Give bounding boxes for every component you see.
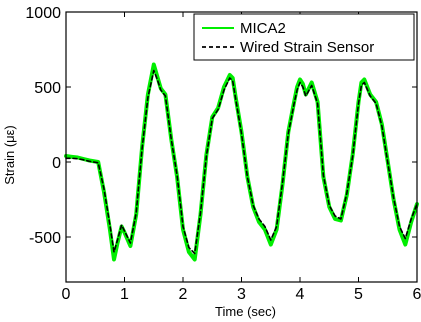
x-tick-label: 2	[179, 286, 188, 303]
y-tick-label: 1000	[25, 5, 61, 22]
x-tick-label: 4	[296, 286, 305, 303]
series-layer	[64, 62, 419, 262]
legend-label-wired-strain-sensor: Wired Strain Sensor	[240, 39, 374, 56]
x-axis-label: Time (sec)	[215, 304, 276, 319]
series-line-wired-strain-sensor	[65, 69, 418, 255]
x-tick-label: 6	[413, 286, 421, 303]
series-line-mica2	[64, 62, 419, 262]
legend: MICA2 Wired Strain Sensor	[193, 13, 415, 61]
y-axis-label: Strain (με)	[2, 125, 17, 185]
y-tick-label: 0	[52, 155, 61, 172]
legend-box	[193, 13, 415, 61]
x-tick-label: 3	[237, 286, 246, 303]
y-tick-label: 500	[34, 80, 61, 97]
legend-label-mica2: MICA2	[240, 20, 286, 37]
x-tick-label: 1	[120, 286, 129, 303]
x-tick-label: 0	[62, 286, 71, 303]
x-tick-label: 5	[354, 286, 363, 303]
y-tick-label: -500	[29, 230, 61, 247]
